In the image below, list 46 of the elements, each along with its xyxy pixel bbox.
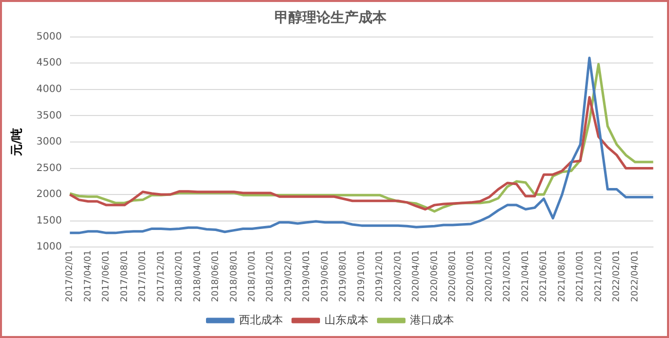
legend-label: 港口成本 — [410, 313, 454, 326]
x-tick-label: 2019/04/01 — [302, 250, 312, 302]
x-tick-label: 2019/02/01 — [284, 250, 294, 302]
x-tick-label: 2021/08/01 — [557, 250, 568, 302]
x-tick-label: 2021/02/01 — [502, 250, 513, 302]
legend-label: 山东成本 — [324, 313, 368, 326]
x-tick-label: 2020/08/01 — [448, 250, 458, 302]
x-tick-label: 2022/04/01 — [630, 250, 640, 302]
x-tick-label: 2020/10/01 — [466, 250, 476, 302]
x-tick-label: 2022/02/01 — [612, 250, 622, 302]
y-axis-title: 元/吨 — [9, 128, 24, 158]
x-tick-label: 2017/06/01 — [102, 250, 112, 302]
y-tick-label: 3000 — [36, 136, 62, 148]
x-tick-label: 2017/02/01 — [65, 250, 76, 302]
y-tick-label: 4500 — [36, 58, 62, 69]
x-tick-label: 2020/06/01 — [430, 250, 440, 302]
x-tick-label: 2018/08/01 — [229, 250, 240, 302]
y-tick-label: 2000 — [36, 189, 62, 200]
chart-title: 甲醇理论生产成本 — [274, 9, 388, 26]
x-tick-label: 2017/12/01 — [156, 250, 166, 302]
x-tick-label: 2020/12/01 — [484, 250, 494, 302]
x-tick-label: 2017/08/01 — [120, 250, 130, 302]
y-tick-label: 1500 — [36, 215, 62, 226]
x-tick-label: 2021/06/01 — [539, 250, 550, 302]
y-tick-label: 4000 — [36, 84, 62, 95]
x-tick-label: 2019/08/01 — [338, 250, 349, 302]
x-tick-label: 2019/10/01 — [356, 250, 367, 302]
x-tick-label: 2021/12/01 — [594, 250, 604, 302]
x-tick-label: 2017/04/01 — [83, 250, 94, 302]
x-tick-label: 2017/10/01 — [138, 250, 148, 302]
legend-label: 西北成本 — [238, 313, 283, 326]
x-tick-label: 2020/04/01 — [412, 250, 422, 302]
x-tick-label: 2021/10/01 — [576, 250, 586, 302]
y-tick-label: 2500 — [36, 162, 62, 174]
x-tick-label: 2020/02/01 — [393, 250, 404, 302]
y-tick-label: 5000 — [36, 31, 62, 42]
y-tick-label: 3500 — [36, 110, 62, 122]
x-tick-label: 2019/12/01 — [375, 250, 386, 302]
x-tick-label: 2018/02/01 — [174, 250, 185, 302]
x-tick-label: 2018/06/01 — [211, 250, 222, 302]
x-tick-label: 2018/10/01 — [247, 250, 258, 302]
x-tick-label: 2021/04/01 — [520, 250, 531, 302]
y-tick-label: 1000 — [36, 242, 62, 253]
x-tick-label: 2019/06/01 — [320, 250, 330, 302]
x-tick-label: 2018/12/01 — [266, 250, 276, 302]
x-tick-label: 2018/04/01 — [192, 250, 203, 302]
